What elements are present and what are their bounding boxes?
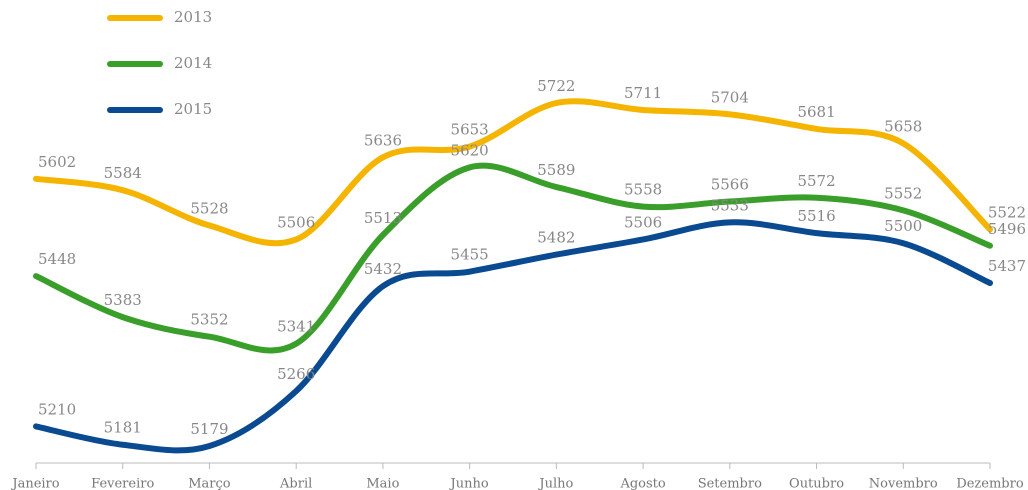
data-label: 5437 <box>988 257 1026 275</box>
legend-label: 2015 <box>174 100 212 118</box>
data-label: 5266 <box>277 365 315 383</box>
data-label: 5432 <box>364 260 402 278</box>
data-label: 5210 <box>38 400 76 418</box>
series-line <box>33 162 993 354</box>
x-tick-label: Novembro <box>869 477 938 490</box>
series-line <box>33 219 993 454</box>
legend-label: 2014 <box>174 54 212 72</box>
legend-label: 2013 <box>174 8 212 26</box>
data-label: 5566 <box>711 176 749 194</box>
data-label: 5383 <box>104 291 142 309</box>
data-label: 5533 <box>711 196 749 214</box>
data-label: 5528 <box>190 200 228 218</box>
data-label: 5500 <box>884 217 922 235</box>
data-label: 5482 <box>537 229 575 247</box>
data-label: 5636 <box>364 131 402 149</box>
data-label: 5496 <box>988 220 1026 238</box>
data-label: 5722 <box>537 77 575 95</box>
data-label: 5455 <box>451 246 489 264</box>
x-tick-label: Dezembro <box>956 477 1024 490</box>
data-label: 5602 <box>38 153 76 171</box>
x-tick-label: Maio <box>366 477 399 490</box>
data-label: 5506 <box>277 213 315 231</box>
data-label: 5653 <box>451 121 489 139</box>
x-tick-label: Abril <box>279 477 312 490</box>
x-tick-label: Setembro <box>698 477 762 490</box>
data-label: 5584 <box>104 164 142 182</box>
series-line <box>33 98 993 247</box>
data-label: 5506 <box>624 213 662 231</box>
data-label: 5704 <box>711 88 749 106</box>
data-label: 5572 <box>797 172 835 190</box>
x-tick-label: Março <box>188 477 231 490</box>
data-label: 5620 <box>451 141 489 159</box>
data-label: 5589 <box>537 161 575 179</box>
x-tick-label: Fevereiro <box>91 477 154 490</box>
x-tick-label: Janeiro <box>10 477 59 490</box>
data-label: 5552 <box>884 184 922 202</box>
data-label: 5513 <box>364 209 402 227</box>
x-tick-label: Outubro <box>789 477 844 490</box>
data-label: 5558 <box>624 181 662 199</box>
x-tick-label: Junho <box>449 477 489 490</box>
data-label: 5711 <box>624 84 662 102</box>
data-label: 5658 <box>884 117 922 135</box>
data-label: 5448 <box>38 250 76 268</box>
data-label: 5179 <box>190 420 228 438</box>
x-tick-label: Agosto <box>619 477 665 490</box>
data-label: 5516 <box>797 207 835 225</box>
data-label: 5181 <box>104 419 142 437</box>
data-label: 5522 <box>988 203 1026 221</box>
data-label: 5341 <box>277 318 315 336</box>
data-label: 5681 <box>797 103 835 121</box>
x-tick-label: Julho <box>537 477 573 490</box>
data-label: 5352 <box>190 311 228 329</box>
